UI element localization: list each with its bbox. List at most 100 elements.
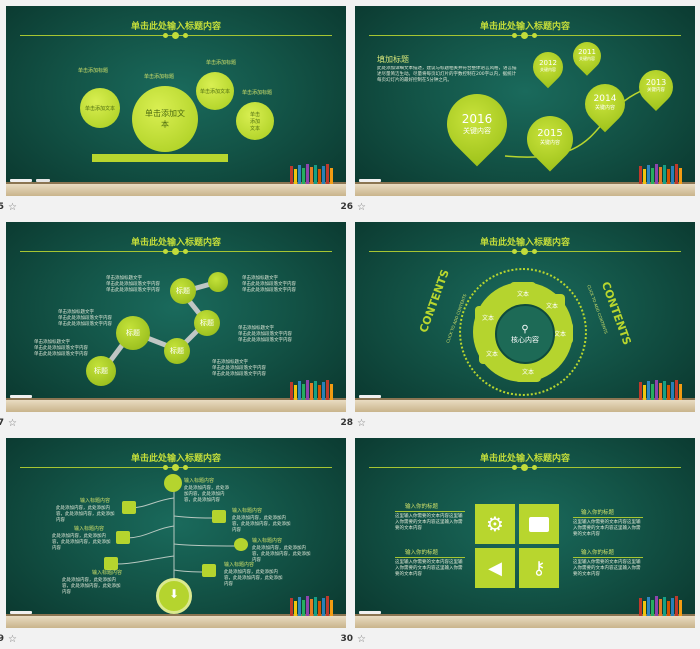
tree-label: 输入标题内容 (80, 498, 111, 504)
molecule-node: 标题 (164, 338, 190, 364)
node-label: 标题 (94, 367, 108, 375)
star-icon[interactable]: ☆ (357, 418, 366, 429)
download-icon: ⬇ (169, 587, 180, 601)
slide-canvas: 单击此处输入标题内容 ⬇ 输入标题内容 此处添加内容，此处添加内容，此处添加内容… (6, 438, 346, 628)
books-icon (290, 596, 336, 616)
block-rule (573, 557, 643, 558)
title-dot (183, 33, 188, 38)
node-text: 单击添加标题文字 单击此处添加段落文字内容 单击此处添加段落文字内容 (34, 340, 88, 358)
chalk-ledge-edge (355, 182, 695, 184)
tree-desc: 此处添加内容，此处添加内容，此处添加内容，此处添加内容 (52, 534, 111, 551)
year-desc: 关键内容 (647, 88, 665, 93)
node-text: 单击添加标题文字 单击此处添加段落文字内容 单击此处添加段落文字内容 (242, 276, 296, 294)
title-dot (183, 465, 188, 470)
slide-title: 单击此处输入标题内容 (479, 238, 570, 248)
books-icon (290, 380, 336, 400)
books-icon (639, 380, 685, 400)
node-text-desc: 单击此处添加段落文字内容 (34, 346, 88, 351)
chalk-ledge (355, 400, 695, 412)
tree-desc: 此处添加内容，此处添加内容，此处添加内容，此处添加内容 (232, 516, 291, 533)
node-text-desc: 单击此处添加段落文字内容 (106, 282, 160, 287)
core-text: 核心内容 (511, 335, 539, 344)
molecule-node: 标题 (194, 310, 220, 336)
slide-number: 28 (340, 418, 353, 428)
slide-number: 29 (0, 634, 4, 644)
node-text-desc: 单击此处添加段落文字内容 (106, 288, 160, 293)
books-icon (639, 164, 685, 184)
chalk-piece (359, 395, 381, 398)
segment: 文本 (510, 282, 536, 304)
gear-text: 单击添加文本 (199, 88, 230, 95)
body-text: 此处添加详细文本描述，建议与标题相关并符合整体语言风格，语言描述尽量简洁生动。尽… (377, 66, 517, 83)
title-dot (532, 249, 537, 254)
node-text-desc: 单击此处添加段落文字内容 (34, 352, 88, 357)
user-icon (164, 474, 182, 492)
chalk-piece (36, 179, 50, 182)
gear-label: 单击添加标题 (78, 68, 109, 74)
node-text: 单击添加标题文字 单击此处添加段落文字内容 单击此处添加段落文字内容 (212, 360, 266, 378)
node-text-title: 单击添加标题文字 (238, 326, 274, 331)
gears-icon: ⚙ (486, 512, 504, 536)
block-title: 输入你的标题 (405, 504, 439, 510)
gear-label: 单击添加标题 (144, 74, 175, 80)
block-rule (573, 517, 643, 518)
gears-tile: ⚙ (475, 504, 515, 544)
books-icon (290, 164, 336, 184)
year-pin-label: 2012 关键内容 (533, 59, 563, 73)
gear-rack (92, 154, 228, 162)
play-icon (234, 538, 248, 551)
chalk-ledge-edge (6, 182, 346, 184)
slide-title: 单击此处输入标题内容 (130, 238, 221, 248)
slide-number: 26 (340, 202, 353, 212)
title-dot (521, 464, 528, 471)
title-dot (172, 464, 179, 471)
node-text-title: 单击添加标题文字 (58, 310, 94, 315)
star-icon[interactable]: ☆ (357, 202, 366, 213)
slide-canvas: 单击此处输入标题内容 填加标题 此处添加详细文本描述，建议与标题相关并符合整体语… (355, 6, 695, 196)
year-pin-label: 2016 关键内容 (447, 112, 507, 136)
root-circle: ⬇ (156, 578, 192, 614)
tree-label: 输入标题内容 (92, 570, 123, 576)
title-dot (521, 32, 528, 39)
segment: 文本 (539, 294, 565, 316)
gear-text: 单击添加文本 (145, 109, 185, 129)
chalk-piece (10, 611, 32, 614)
tree-label: 输入标题内容 (232, 508, 263, 514)
segment: 文本 (475, 306, 501, 328)
slide-canvas: 单击此处输入标题内容 单击添加文本 单击添加文本 单击添加文本 单击添加文本 单… (6, 6, 346, 196)
chalk-ledge-edge (6, 614, 346, 616)
chalk-ledge-edge (355, 398, 695, 400)
outer-ring (459, 268, 587, 396)
gear-left: 单击添加文本 (80, 88, 120, 128)
title-dot (163, 33, 168, 38)
slide-title: 单击此处输入标题内容 (479, 454, 570, 464)
node-text-desc: 单击此处添加段落文字内容 (212, 366, 266, 371)
star-icon[interactable]: ☆ (8, 202, 17, 213)
title-dot (172, 248, 179, 255)
node-text-desc: 单击此处添加段落文字内容 (242, 288, 296, 293)
tree-desc: 此处添加内容，此处添加内容，此处添加内容，此处添加内容 (224, 570, 283, 587)
node-text-title: 单击添加标题文字 (242, 276, 278, 281)
title-dot (163, 465, 168, 470)
chalk-ledge (355, 184, 695, 196)
year-pin-label: 2013 关键内容 (639, 78, 673, 93)
star-icon[interactable]: ☆ (357, 634, 366, 645)
title-dot (512, 249, 517, 254)
node-label: 标题 (176, 287, 190, 295)
star-icon[interactable]: ☆ (8, 634, 17, 645)
year-text: 2014 (593, 94, 617, 104)
star-icon[interactable]: ☆ (8, 418, 17, 429)
title-dot (512, 465, 517, 470)
node-text-desc: 单击此处添加段落文字内容 (238, 338, 292, 343)
title-dot (532, 465, 537, 470)
year-text: 2011 (578, 48, 596, 56)
molecule-node: 标题 (170, 278, 196, 304)
core-circle: ⚲ 核心内容 (495, 304, 555, 364)
slide-canvas: 单击此处输入标题内容 ⚙ ◀ ⚷ 输入你的标题 这里输入你需要的文本内容这里输入… (355, 438, 695, 628)
molecule-node: 标题 (86, 356, 116, 386)
tree-label: 输入标题内容 (74, 526, 105, 532)
node-text: 单击添加标题文字 单击此处添加段落文字内容 单击此处添加段落文字内容 (238, 326, 292, 344)
slide-title: 单击此处输入标题内容 (479, 22, 570, 32)
segment: 文本 (515, 360, 541, 382)
node-text-desc: 单击此处添加段落文字内容 (212, 372, 266, 377)
